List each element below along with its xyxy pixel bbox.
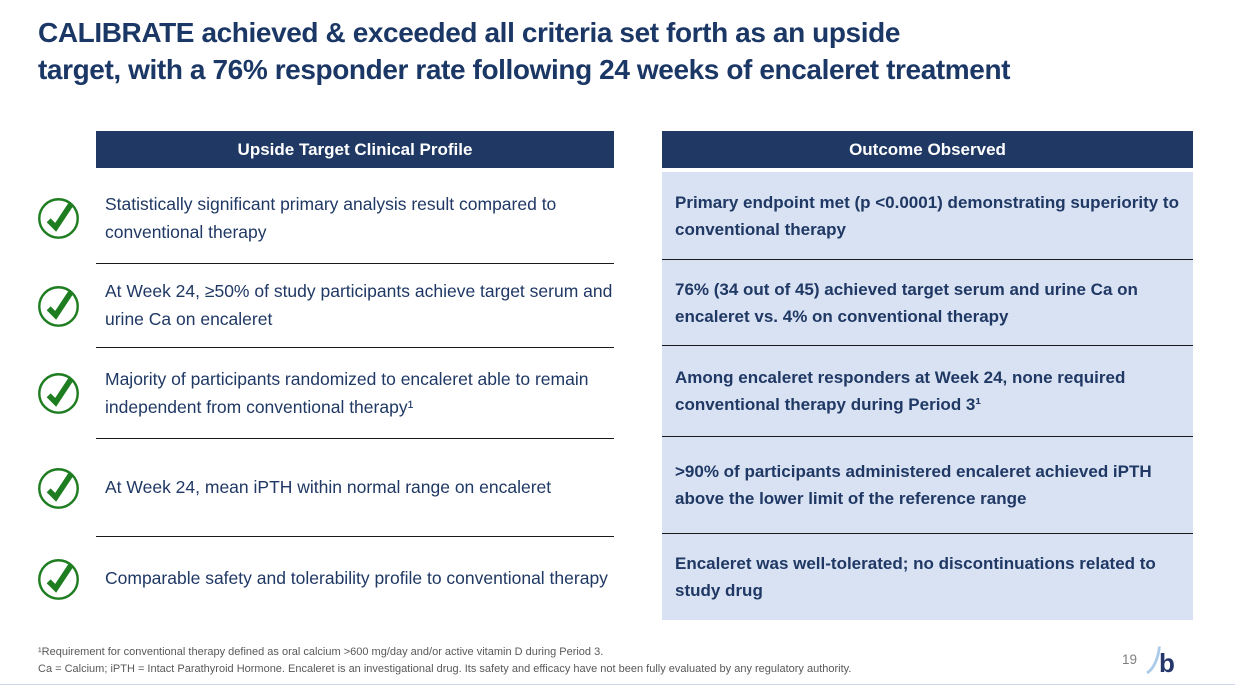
outcome-row-text: Encaleret was well-tolerated; no discont… (675, 554, 1156, 600)
check-circle-icon (36, 465, 81, 510)
target-row-5: Comparable safety and tolerability profi… (36, 536, 614, 620)
check-circle-icon (36, 283, 81, 328)
outcome-row-text: Among encaleret responders at Week 24, n… (675, 368, 1126, 414)
target-row-text: Statistically significant primary analys… (105, 193, 557, 242)
outcome-row-4: >90% of participants administered encale… (662, 437, 1193, 534)
logo-letter: b (1159, 647, 1175, 678)
outcome-row-text: Primary endpoint met (p <0.0001) demonst… (675, 192, 1179, 239)
outcome-row-text: >90% of participants administered encale… (675, 462, 1152, 508)
outcome-row-1: Primary endpoint met (p <0.0001) demonst… (662, 172, 1193, 260)
target-row-1: Statistically significant primary analys… (36, 172, 614, 263)
footer: 19 b (1122, 641, 1175, 677)
outcome-column: Primary endpoint met (p <0.0001) demonst… (662, 172, 1193, 620)
target-row-2: At Week 24, ≥50% of study participants a… (36, 263, 614, 347)
row-divider (96, 438, 614, 439)
row-divider (96, 347, 614, 348)
target-row-4: At Week 24, mean iPTH within normal rang… (36, 438, 614, 536)
check-circle-icon (36, 195, 81, 240)
target-row-text: At Week 24, ≥50% of study participants a… (105, 281, 613, 329)
logo-swoosh-icon (1146, 645, 1161, 674)
right-column-header: Outcome Observed (662, 131, 1193, 168)
target-row-text: Comparable safety and tolerability profi… (105, 568, 608, 588)
bottom-divider (0, 684, 1235, 685)
page-title: CALIBRATE achieved & exceeded all criter… (38, 14, 1198, 88)
target-row-text: Majority of participants randomized to e… (105, 368, 589, 417)
company-logo: b (1144, 643, 1175, 676)
page-title-line2: target, with a 76% responder rate follow… (38, 54, 1011, 85)
target-row-3: Majority of participants randomized to e… (36, 347, 614, 438)
page-number: 19 (1122, 651, 1138, 667)
check-circle-icon (36, 556, 81, 601)
left-column-header: Upside Target Clinical Profile (96, 131, 614, 168)
outcome-row-5: Encaleret was well-tolerated; no discont… (662, 534, 1193, 620)
page-title-line1: CALIBRATE achieved & exceeded all criter… (38, 17, 900, 48)
footnote-2: Ca = Calcium; iPTH = Intact Parathyroid … (38, 662, 852, 675)
row-divider (96, 536, 614, 537)
outcome-row-2: 76% (34 out of 45) achieved target serum… (662, 260, 1193, 346)
outcome-row-3: Among encaleret responders at Week 24, n… (662, 346, 1193, 437)
row-divider (96, 263, 614, 264)
check-circle-icon (36, 370, 81, 415)
outcome-row-text: 76% (34 out of 45) achieved target serum… (675, 279, 1138, 326)
footnote-1: ¹Requirement for conventional therapy de… (38, 646, 604, 658)
target-row-text: At Week 24, mean iPTH within normal rang… (105, 477, 552, 497)
footnotes: ¹Requirement for conventional therapy de… (38, 644, 1038, 677)
